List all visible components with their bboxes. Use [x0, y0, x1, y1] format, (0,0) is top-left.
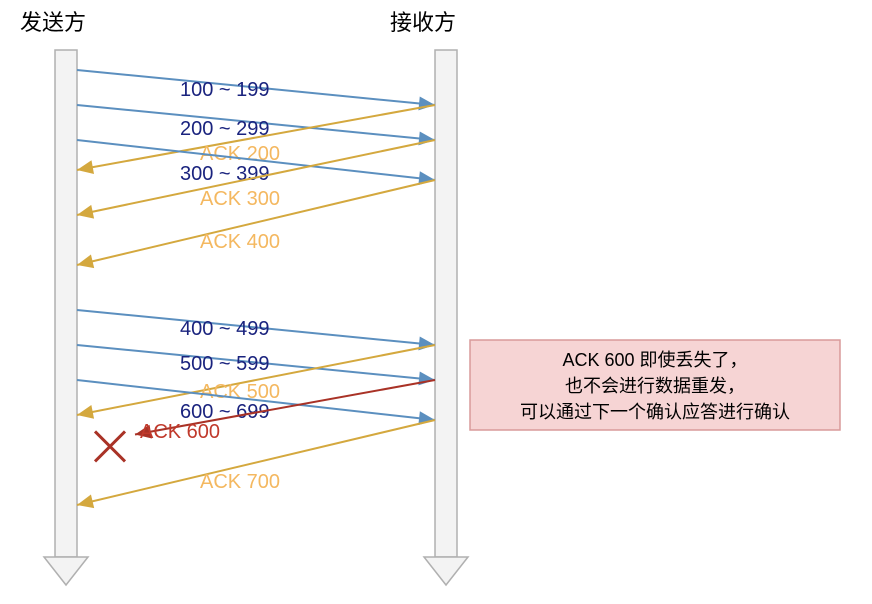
segment-arrow: 200 ~ 299: [77, 105, 435, 145]
ack-label: ACK 400: [200, 231, 280, 253]
sender-header: 发送方: [20, 10, 86, 35]
note-box: ACK 600 即使丢失了， 也不会进行数据重发， 可以通过下一个确认应答进行确认: [470, 340, 840, 430]
ack-label: ACK 300: [200, 188, 280, 210]
receiver-header: 接收方: [390, 10, 456, 35]
note-line: ACK 600 即使丢失了，: [562, 350, 747, 370]
message-arrows: 100 ~ 199200 ~ 299ACK 200300 ~ 399ACK 30…: [77, 70, 435, 508]
note-line: 也不会进行数据重发，: [565, 376, 745, 396]
segment-arrow: 100 ~ 199: [77, 70, 435, 110]
sequence-diagram: 发送方 接收方 100 ~ 199200 ~ 299ACK 200300 ~ 3…: [0, 0, 872, 604]
segment-arrow: 400 ~ 499: [77, 310, 435, 350]
segment-label: 400 ~ 499: [180, 318, 270, 340]
note-line: 可以通过下一个确认应答进行确认: [520, 402, 790, 422]
ack-arrow: ACK 700: [77, 420, 435, 508]
ack-label: ACK 700: [200, 471, 280, 493]
lost-ack-label: ACK 600: [140, 421, 220, 443]
ack-label: ACK 500: [200, 381, 280, 403]
segment-label: 100 ~ 199: [180, 79, 270, 101]
segment-label: 300 ~ 399: [180, 163, 270, 185]
receiver-timeline: [424, 50, 468, 585]
segment-label: 500 ~ 599: [180, 353, 270, 375]
